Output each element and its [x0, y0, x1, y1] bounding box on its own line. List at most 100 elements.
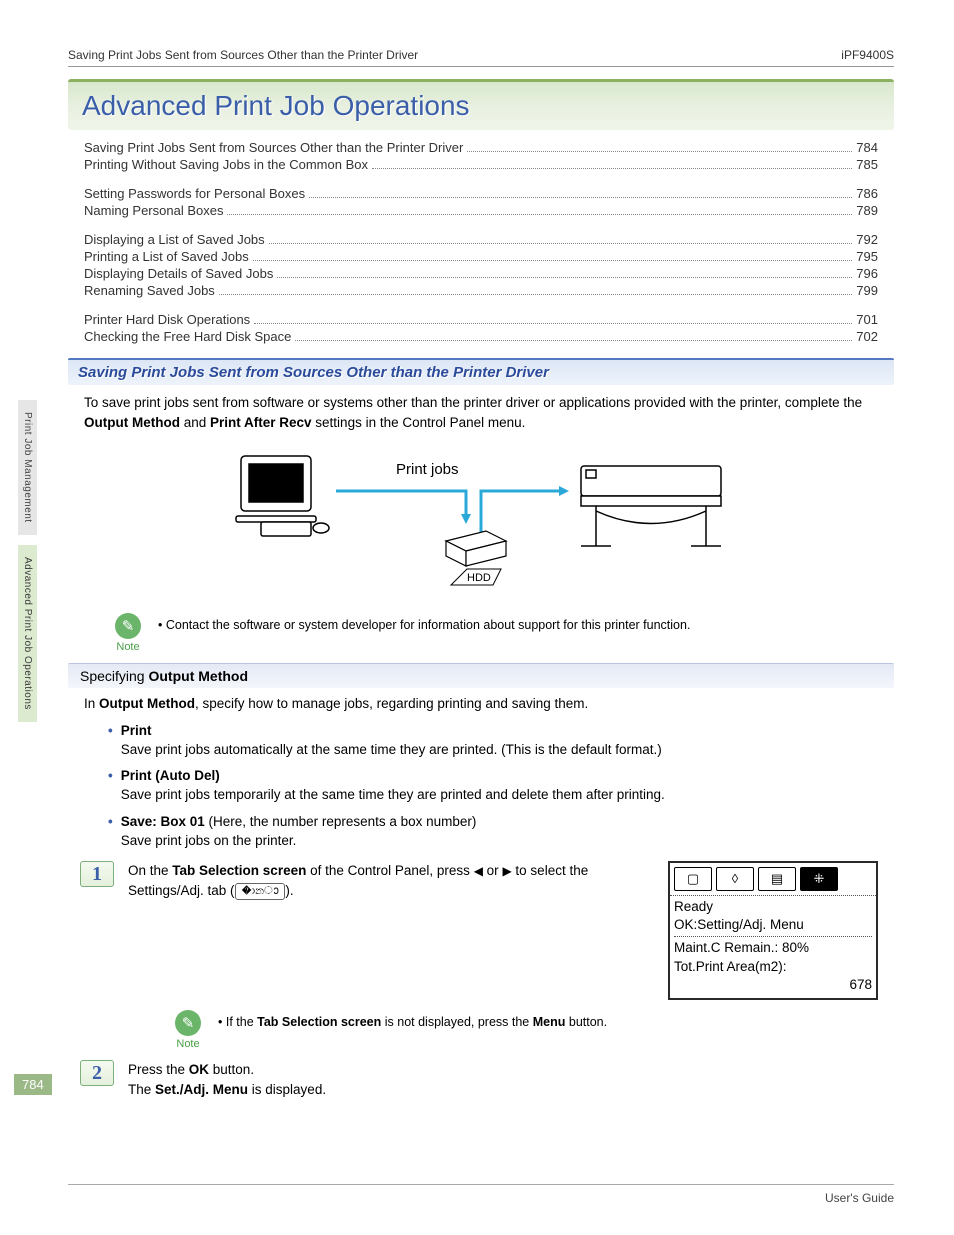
sub-heading-pre: Specifying: [80, 668, 148, 684]
step-2-text: Press the OK button. The Set./Adj. Menu …: [128, 1060, 878, 1101]
toc-leader-dots: [467, 151, 852, 152]
toc-group: Setting Passwords for Personal Boxes 786…: [84, 186, 878, 218]
note-icon: ✎: [175, 1010, 201, 1036]
intro-text-pre: To save print jobs sent from software or…: [84, 395, 862, 410]
toc-entry[interactable]: Printer Hard Disk Operations 701: [84, 312, 878, 327]
lcd-tab-1: ▢: [674, 867, 712, 891]
toc-page-number: 799: [856, 283, 878, 298]
lcd-line-2: OK:Setting/Adj. Menu: [674, 916, 872, 934]
toc-label: Setting Passwords for Personal Boxes: [84, 186, 305, 201]
toc-entry[interactable]: Printing a List of Saved Jobs 795: [84, 249, 878, 264]
note-label: Note: [168, 1038, 208, 1050]
toc-label: Printing a List of Saved Jobs: [84, 249, 249, 264]
chapter-title-bar: Advanced Print Job Operations: [68, 79, 894, 130]
settings-tab-icon: �ානാ: [235, 883, 286, 900]
toc-leader-dots: [253, 260, 853, 261]
toc-leader-dots: [219, 294, 852, 295]
toc-leader-dots: [295, 340, 852, 341]
toc-entry[interactable]: Displaying a List of Saved Jobs 792: [84, 232, 878, 247]
toc-page-number: 795: [856, 249, 878, 264]
toc-label: Displaying a List of Saved Jobs: [84, 232, 265, 247]
step-1: 1 On the Tab Selection screen of the Con…: [68, 861, 878, 1000]
side-tabs: Print Job Management Advanced Print Job …: [18, 400, 37, 722]
option-body: Print (Auto Del)Save print jobs temporar…: [121, 767, 665, 805]
toc-group: Displaying a List of Saved Jobs 792 Print…: [84, 232, 878, 298]
toc-entry[interactable]: Renaming Saved Jobs 799: [84, 283, 878, 298]
toc-entry[interactable]: Saving Print Jobs Sent from Sources Othe…: [84, 140, 878, 155]
toc-page-number: 792: [856, 232, 878, 247]
toc-group: Saving Print Jobs Sent from Sources Othe…: [84, 140, 878, 172]
toc-leader-dots: [277, 277, 852, 278]
side-tab-current[interactable]: Advanced Print Job Operations: [18, 545, 37, 722]
toc-entry[interactable]: Naming Personal Boxes 789: [84, 203, 878, 218]
option-desc: Save print jobs automatically at the sam…: [121, 742, 662, 757]
lcd-line-4: Tot.Print Area(m2):: [674, 958, 872, 976]
lcd-tab-4-active: ⁜: [800, 867, 838, 891]
sub-heading-bar: Specifying Output Method: [68, 663, 894, 688]
toc-label: Printing Without Saving Jobs in the Comm…: [84, 157, 368, 172]
toc-entry[interactable]: Printing Without Saving Jobs in the Comm…: [84, 157, 878, 172]
option-desc: Save print jobs on the printer.: [121, 833, 297, 848]
intro-bold-1: Output Method: [84, 415, 180, 430]
note-icon: ✎: [115, 613, 141, 639]
toc-entry[interactable]: Setting Passwords for Personal Boxes 786: [84, 186, 878, 201]
footer-text: User's Guide: [825, 1191, 894, 1205]
bullet-icon: •: [108, 722, 113, 760]
option-title: Print: [121, 723, 152, 738]
toc-label: Checking the Free Hard Disk Space: [84, 329, 291, 344]
chapter-title: Advanced Print Job Operations: [82, 90, 880, 122]
workflow-diagram: Print jobs HDD: [68, 446, 894, 599]
left-arrow-icon: ◀: [474, 862, 483, 880]
sub-heading-bold: Output Method: [148, 668, 248, 684]
toc-label: Renaming Saved Jobs: [84, 283, 215, 298]
lcd-line-3: Maint.C Remain.: 80%: [674, 939, 872, 957]
step-2: 2 Press the OK button. The Set./Adj. Men…: [68, 1060, 878, 1101]
toc-leader-dots: [372, 168, 852, 169]
side-tab-parent[interactable]: Print Job Management: [18, 400, 37, 535]
svg-text:HDD: HDD: [467, 572, 491, 584]
bullet-icon: •: [108, 767, 113, 805]
step-number-badge: 2: [80, 1060, 114, 1086]
step-1-text: On the Tab Selection screen of the Contr…: [128, 861, 648, 902]
option-body: Print Save print jobs automatically at th…: [121, 722, 662, 760]
intro-text-post: settings in the Control Panel menu.: [312, 415, 526, 430]
intro-text-mid: and: [180, 415, 210, 430]
note-block-2: ✎ Note • If the Tab Selection screen is …: [168, 1010, 864, 1050]
toc-leader-dots: [309, 197, 852, 198]
toc-label: Printer Hard Disk Operations: [84, 312, 250, 327]
intro-bold-2: Print After Recv: [210, 415, 312, 430]
option-title: Save: Box 01: [121, 814, 205, 829]
footer: User's Guide: [68, 1184, 894, 1205]
diagram-label: Print jobs: [396, 461, 459, 478]
intro-paragraph: To save print jobs sent from software or…: [84, 393, 878, 432]
toc-page-number: 784: [856, 140, 878, 155]
page-number-badge: 784: [14, 1074, 52, 1095]
lcd-tab-3: ▤: [758, 867, 796, 891]
note-label: Note: [108, 641, 148, 653]
note-text: Contact the software or system developer…: [166, 618, 691, 632]
lcd-line-1: Ready: [674, 898, 872, 916]
option-item: • Print Save print jobs automatically at t…: [108, 722, 864, 760]
toc-entry[interactable]: Checking the Free Hard Disk Space 702: [84, 329, 878, 344]
note-block-1: ✎ Note • Contact the software or system …: [108, 613, 864, 653]
sub-intro: In Output Method, specify how to manage …: [84, 694, 878, 714]
right-arrow-icon: ▶: [502, 862, 511, 880]
step-number-badge: 1: [80, 861, 114, 887]
option-body: Save: Box 01 (Here, the number represent…: [121, 813, 477, 851]
toc-label: Naming Personal Boxes: [84, 203, 223, 218]
option-item: •Save: Box 01 (Here, the number represen…: [108, 813, 864, 851]
toc-leader-dots: [269, 243, 853, 244]
option-item: •Print (Auto Del)Save print jobs tempora…: [108, 767, 864, 805]
option-list: • Print Save print jobs automatically at t…: [108, 722, 864, 851]
toc-entry[interactable]: Displaying Details of Saved Jobs 796: [84, 266, 878, 281]
bullet-icon: •: [108, 813, 113, 851]
toc-page-number: 796: [856, 266, 878, 281]
section-heading-bar: Saving Print Jobs Sent from Sources Othe…: [68, 358, 894, 385]
toc-page-number: 701: [856, 312, 878, 327]
lcd-tab-2: ◊: [716, 867, 754, 891]
toc-page-number: 785: [856, 157, 878, 172]
toc-leader-dots: [227, 214, 852, 215]
header-model: iPF9400S: [841, 48, 894, 62]
toc-leader-dots: [254, 323, 852, 324]
toc-page-number: 702: [856, 329, 878, 344]
